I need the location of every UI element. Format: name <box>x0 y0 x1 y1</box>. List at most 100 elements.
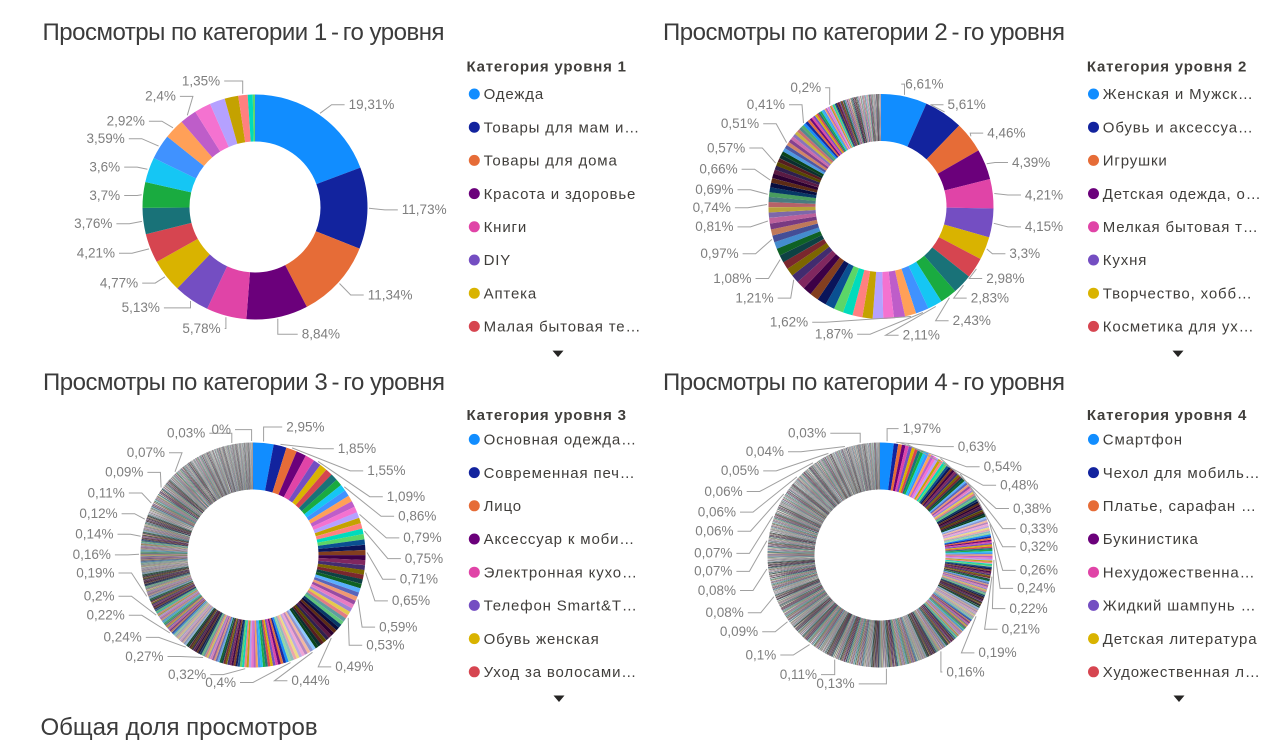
svg-text:2,95%: 2,95% <box>286 419 324 434</box>
svg-text:0,19%: 0,19% <box>76 565 114 580</box>
svg-text:1,21%: 1,21% <box>735 290 773 305</box>
svg-text:Детская литература: Детская литература <box>1103 631 1258 648</box>
svg-text:Телефон Smart&T…: Телефон Smart&T… <box>484 598 638 615</box>
svg-text:Творчество, хобб…: Творчество, хобб… <box>1103 285 1253 302</box>
svg-text:0,38%: 0,38% <box>1013 501 1051 516</box>
svg-text:Мелкая бытовая т…: Мелкая бытовая т… <box>1103 219 1259 236</box>
svg-text:0,03%: 0,03% <box>788 426 826 441</box>
svg-text:1,09%: 1,09% <box>387 489 425 504</box>
svg-text:5,78%: 5,78% <box>182 321 220 336</box>
svg-text:Лицо: Лицо <box>484 498 522 515</box>
svg-text:Обувь женская: Обувь женская <box>484 631 600 648</box>
svg-text:Букинистика: Букинистика <box>1103 531 1199 548</box>
svg-text:0,07%: 0,07% <box>694 564 732 579</box>
svg-text:3,3%: 3,3% <box>1009 246 1040 261</box>
svg-text:2,92%: 2,92% <box>107 114 145 129</box>
svg-text:Детская одежда, о…: Детская одежда, о… <box>1103 186 1262 203</box>
svg-text:2,83%: 2,83% <box>971 290 1009 305</box>
svg-text:Категория уровня 4: Категория уровня 4 <box>1087 407 1247 424</box>
svg-text:0,41%: 0,41% <box>747 97 785 112</box>
svg-text:0,11%: 0,11% <box>88 485 125 500</box>
svg-text:1,87%: 1,87% <box>815 327 853 342</box>
svg-text:4,39%: 4,39% <box>1012 155 1050 170</box>
svg-text:0,74%: 0,74% <box>693 200 731 215</box>
svg-text:0,07%: 0,07% <box>127 445 165 460</box>
svg-text:0,21%: 0,21% <box>1002 622 1040 637</box>
svg-text:0,33%: 0,33% <box>1020 521 1058 536</box>
svg-text:0,57%: 0,57% <box>707 140 745 155</box>
svg-text:0,16%: 0,16% <box>946 664 984 679</box>
svg-text:4,15%: 4,15% <box>1025 219 1063 234</box>
svg-text:0,54%: 0,54% <box>984 459 1022 474</box>
svg-text:1,62%: 1,62% <box>770 315 808 330</box>
svg-text:Уход за волосами…: Уход за волосами… <box>484 664 638 681</box>
svg-text:0,05%: 0,05% <box>721 463 759 478</box>
svg-text:0,59%: 0,59% <box>379 619 417 634</box>
svg-text:3,6%: 3,6% <box>89 159 120 174</box>
svg-text:0,16%: 0,16% <box>73 547 111 562</box>
svg-text:Игрушки: Игрушки <box>1103 153 1168 170</box>
svg-text:2,98%: 2,98% <box>986 271 1024 286</box>
svg-text:0,65%: 0,65% <box>392 593 430 608</box>
svg-text:0,03%: 0,03% <box>167 426 205 441</box>
svg-text:0,08%: 0,08% <box>698 583 736 598</box>
svg-text:Смартфон: Смартфон <box>1103 432 1183 449</box>
svg-text:5,61%: 5,61% <box>948 97 986 112</box>
svg-text:0,09%: 0,09% <box>105 465 143 480</box>
svg-text:0,51%: 0,51% <box>721 116 759 131</box>
svg-text:0%: 0% <box>211 422 231 437</box>
svg-text:Общая доля просмотров: Общая доля просмотров <box>41 714 318 741</box>
svg-text:Косметика для ух…: Косметика для ух… <box>1103 319 1255 336</box>
svg-text:11,34%: 11,34% <box>368 287 413 302</box>
svg-text:0,12%: 0,12% <box>79 506 117 521</box>
svg-text:2,11%: 2,11% <box>903 328 940 343</box>
svg-text:Книги: Книги <box>484 219 528 236</box>
svg-text:0,75%: 0,75% <box>405 551 443 566</box>
svg-text:1,55%: 1,55% <box>367 463 405 478</box>
svg-text:8,84%: 8,84% <box>302 327 340 342</box>
svg-text:1,35%: 1,35% <box>182 73 220 88</box>
svg-text:5,13%: 5,13% <box>122 300 160 315</box>
svg-text:11,73%: 11,73% <box>402 202 447 217</box>
svg-text:0,86%: 0,86% <box>398 509 436 524</box>
svg-text:2,4%: 2,4% <box>145 89 176 104</box>
svg-text:0,06%: 0,06% <box>704 484 742 499</box>
svg-text:Категория уровня 2: Категория уровня 2 <box>1087 59 1247 76</box>
svg-text:3,59%: 3,59% <box>87 131 125 146</box>
svg-text:Просмотры по категории 1 - го: Просмотры по категории 1 - го уровня <box>43 19 444 46</box>
svg-text:0,08%: 0,08% <box>706 605 744 620</box>
svg-text:0,13%: 0,13% <box>816 676 854 691</box>
svg-text:0,2%: 0,2% <box>790 80 821 95</box>
svg-text:Просмотры по категории 2 - го: Просмотры по категории 2 - го уровня <box>663 19 1064 46</box>
svg-text:1,08%: 1,08% <box>713 271 751 286</box>
svg-text:0,4%: 0,4% <box>205 675 236 690</box>
svg-text:4,46%: 4,46% <box>987 125 1025 140</box>
svg-text:0,09%: 0,09% <box>720 624 758 639</box>
svg-text:Художественная л…: Художественная л… <box>1103 664 1261 681</box>
svg-text:0,26%: 0,26% <box>1020 563 1058 578</box>
svg-text:0,19%: 0,19% <box>978 645 1016 660</box>
svg-text:0,24%: 0,24% <box>1017 581 1055 596</box>
svg-text:DIY: DIY <box>484 252 512 269</box>
svg-text:Чехол для мобиль…: Чехол для мобиль… <box>1103 465 1261 482</box>
svg-text:Категория уровня 3: Категория уровня 3 <box>467 407 627 424</box>
svg-text:Женская и Мужск…: Женская и Мужск… <box>1103 86 1254 103</box>
svg-text:1,85%: 1,85% <box>338 441 376 456</box>
svg-text:0,07%: 0,07% <box>694 546 732 561</box>
svg-text:4,21%: 4,21% <box>77 246 115 261</box>
svg-text:Аптека: Аптека <box>484 285 538 302</box>
svg-text:0,04%: 0,04% <box>746 444 784 459</box>
svg-text:Электронная кухо…: Электронная кухо… <box>484 564 638 581</box>
svg-text:0,27%: 0,27% <box>125 649 163 664</box>
svg-text:0,48%: 0,48% <box>1000 478 1038 493</box>
svg-text:0,22%: 0,22% <box>87 608 125 623</box>
svg-text:0,66%: 0,66% <box>699 162 737 177</box>
svg-text:Красота и здоровье: Красота и здоровье <box>484 186 637 203</box>
svg-text:1,97%: 1,97% <box>903 421 941 436</box>
svg-text:Основная одежда…: Основная одежда… <box>484 432 637 449</box>
svg-text:0,06%: 0,06% <box>695 524 733 539</box>
svg-text:Просмотры по категории 3 - го: Просмотры по категории 3 - го уровня <box>43 369 444 396</box>
svg-text:0,81%: 0,81% <box>695 219 733 234</box>
svg-text:4,77%: 4,77% <box>100 275 138 290</box>
svg-text:19,31%: 19,31% <box>349 97 395 112</box>
